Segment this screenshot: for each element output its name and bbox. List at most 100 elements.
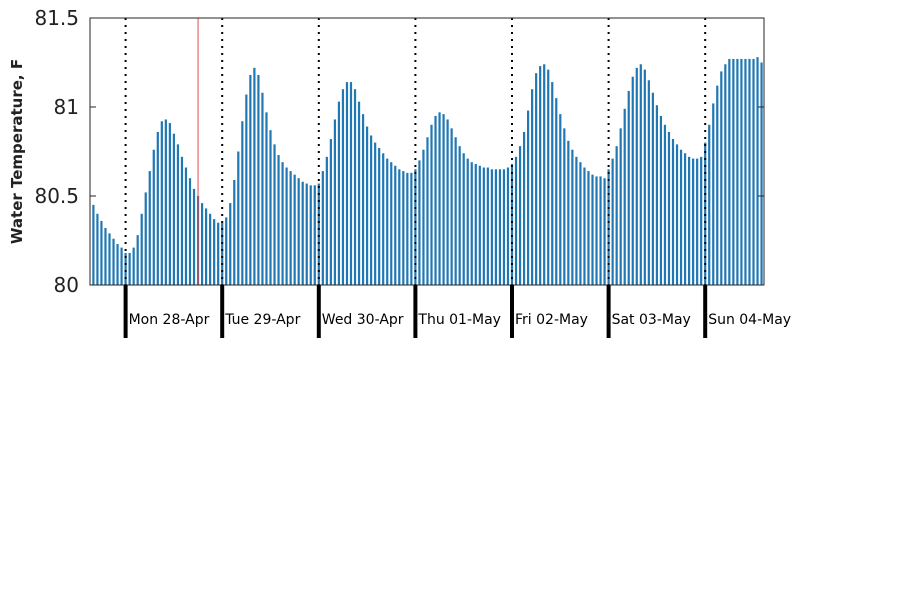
bar [164, 119, 167, 286]
bar [140, 213, 143, 285]
bar [386, 158, 389, 285]
bar [498, 169, 502, 285]
day-label: Thu 01-May [417, 312, 501, 328]
bar [446, 119, 449, 286]
bar [619, 128, 622, 285]
bar [136, 235, 139, 285]
bar [394, 165, 397, 285]
bar [748, 58, 751, 285]
bar [635, 67, 638, 285]
bar [225, 217, 228, 285]
bar [382, 153, 385, 285]
bar [406, 172, 409, 285]
bar [647, 80, 650, 285]
bar [663, 124, 667, 285]
bar [752, 58, 755, 285]
bar [188, 178, 192, 285]
bar [675, 144, 679, 285]
bar [418, 160, 421, 285]
bar [478, 165, 481, 285]
bar [426, 137, 429, 285]
bar [720, 71, 723, 286]
bar [192, 188, 196, 285]
bar [168, 123, 171, 286]
bar [688, 156, 691, 285]
bar [200, 203, 204, 285]
bar [176, 144, 180, 285]
bar [603, 178, 606, 285]
bar [683, 153, 687, 285]
bar [555, 98, 558, 285]
bar [305, 183, 308, 285]
bar [595, 176, 598, 285]
bar [325, 156, 328, 285]
bar [571, 149, 574, 285]
bar [357, 101, 361, 285]
bar [623, 108, 626, 285]
bar [333, 119, 336, 286]
bar [313, 185, 316, 285]
bar [724, 64, 727, 285]
day-label: Tue 29-Apr [224, 312, 300, 328]
day-label: Mon 28-Apr [129, 312, 210, 328]
bar [321, 171, 324, 285]
bar [96, 213, 99, 285]
bar [245, 94, 248, 285]
bar [760, 62, 763, 285]
bar [281, 162, 284, 285]
bar [257, 74, 260, 286]
bar [659, 115, 663, 286]
bar [361, 114, 365, 286]
bar [108, 233, 111, 285]
bar [285, 167, 288, 285]
bar [740, 58, 743, 285]
bar [458, 146, 461, 285]
bar [221, 222, 224, 285]
bar [599, 176, 602, 285]
bar [563, 128, 566, 285]
bar [486, 167, 489, 285]
bar [527, 110, 530, 285]
bar [514, 156, 518, 285]
bar [229, 203, 232, 285]
bar [366, 126, 369, 285]
bar [160, 121, 163, 286]
bar [551, 82, 554, 285]
bar-series [90, 57, 763, 286]
bar [559, 114, 562, 286]
bar [217, 222, 220, 285]
bar [531, 89, 534, 285]
bar [273, 144, 276, 285]
bar [104, 228, 107, 285]
bar [422, 149, 425, 285]
y-tick-label: 80.5 [34, 184, 79, 208]
x-axis-day-markers: Mon 28-Apr Tue 29-Apr Wed 30-Apr Thu 01-May… [123, 285, 791, 338]
bar [184, 167, 188, 285]
plot-frame [89, 17, 765, 286]
bar [277, 155, 280, 285]
bar [611, 158, 614, 285]
y-axis-label: Water Temperature, F [8, 59, 26, 244]
bar [241, 121, 244, 286]
bar [502, 169, 506, 285]
bar [237, 151, 240, 285]
bar [293, 174, 296, 285]
bar [506, 167, 510, 285]
bar [124, 252, 127, 285]
bar [470, 162, 473, 285]
bar [454, 137, 457, 285]
bar [92, 204, 95, 285]
bar [539, 66, 542, 285]
day-label: Wed 30-Apr [322, 312, 404, 328]
bar [438, 112, 441, 285]
bar [402, 171, 405, 285]
bar [679, 149, 683, 285]
bar [128, 252, 131, 285]
bar [756, 57, 759, 285]
bar [370, 135, 373, 285]
bar [716, 85, 719, 285]
day-label: Sun 04-May [708, 312, 791, 328]
bar [349, 82, 353, 285]
bar [148, 171, 151, 285]
